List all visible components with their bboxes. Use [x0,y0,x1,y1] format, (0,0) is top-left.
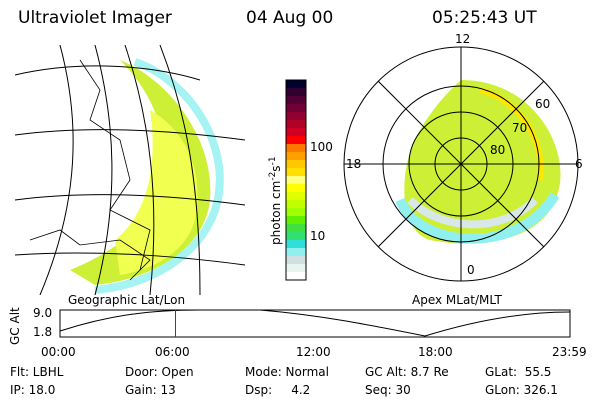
time-label: 05:25:43 UT [432,8,537,28]
colorbar-band [286,152,306,161]
colorbar-unit: photon cm-2s-1 [268,156,283,245]
polar-plot [343,46,579,282]
colorbar-band [286,224,306,233]
colorbar-tick-10: 10 [310,229,326,243]
colorbar-band [286,184,306,193]
lat-60: 60 [535,97,551,111]
colorbar-band [286,208,306,217]
info-door: Door: Open [125,365,194,379]
colorbar-band [286,176,306,185]
ytick-9: 9.0 [33,306,53,320]
info-dsp: Dsp: 4.2 [245,383,311,397]
colorbar-frame [285,79,307,281]
unit-text: photon cm [269,180,283,245]
colorbar-band [286,88,306,97]
apex-label: Apex MLat/MLT [412,293,502,307]
colorbar-band [286,120,306,129]
xtick-0600: 06:00 [155,345,190,359]
mlt-6: 6 [575,157,583,171]
info-ip: IP: 18.0 [10,383,56,397]
info-gain: Gain: 13 [125,383,176,397]
colorbar-band [286,200,306,209]
info-seq: Seq: 30 [365,383,411,397]
info-glon: GLon: 326.1 [485,383,558,397]
date-label: 04 Aug 00 [246,8,334,28]
colorbar-band [286,192,306,201]
xtick-0000: 00:00 [41,345,76,359]
xtick-1800: 18:00 [418,345,453,359]
colorbar-tick-100: 100 [310,140,333,154]
colorbar-band [286,136,306,145]
info-mode: Mode: Normal [245,365,329,379]
info-filter: Flt: LBHL [10,365,64,379]
colorbar-band [286,272,306,281]
colorbar-band [286,80,306,89]
colorbar-band [286,104,306,113]
unit-exp1: -2 [268,171,278,181]
colorbar-band [286,232,306,241]
colorbar-band [286,128,306,137]
colorbar-band [286,112,306,121]
mlt-0: 0 [467,263,475,277]
colorbar-band [286,216,306,225]
colorbar [286,80,306,281]
colorbar-band [286,168,306,177]
ytick-1.8: 1.8 [33,325,53,339]
mlt-12: 12 [455,32,471,46]
colorbar-band [286,144,306,153]
xtick-2359: 23:59 [552,345,587,359]
geographic-label: Geographic Lat/Lon [68,293,186,307]
colorbar-band [286,248,306,257]
geographic-map [15,45,245,295]
colorbar-band [286,256,306,265]
gc-alt-timeline [59,309,571,338]
info-glat: GLat: 55.5 [485,365,552,379]
lat-70: 70 [512,121,528,135]
xtick-1200: 12:00 [296,345,331,359]
info-gc-alt: GC Alt: 8.7 Re [365,365,449,379]
colorbar-band [286,96,306,105]
timeline-ylabel: GC Alt [8,307,22,345]
instrument-title: Ultraviolet Imager [18,8,172,28]
colorbar-band [286,240,306,249]
colorbar-band [286,264,306,273]
unit-exp2: -1 [268,156,278,166]
colorbar-band [286,160,306,169]
mlt-18: 18 [346,157,362,171]
unit-s: s [269,165,283,172]
lat-80: 80 [490,143,506,157]
